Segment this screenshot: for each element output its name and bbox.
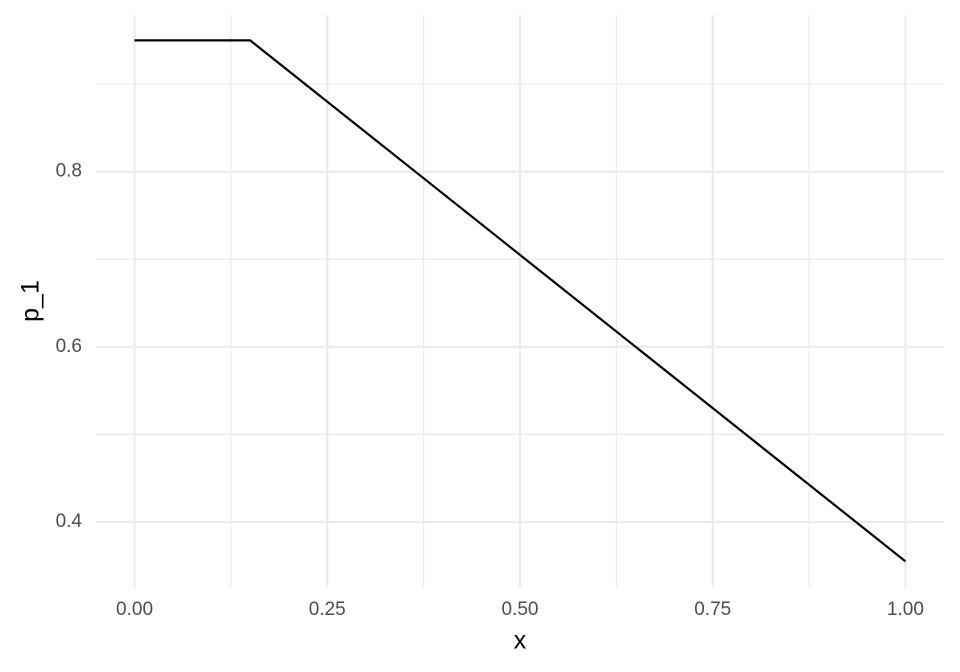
x-tick-label: 0.25 [309,599,346,620]
y-axis-title: p_1 [17,280,45,322]
y-tick-label: 0.6 [56,336,82,357]
y-tick-label: 0.8 [56,161,82,182]
x-tick-label: 0.00 [116,599,153,620]
x-tick-label: 1.00 [887,599,924,620]
y-tick-label: 0.4 [56,511,83,532]
x-tick-label: 0.75 [694,599,731,620]
x-axis-title: x [514,627,527,655]
line [134,39,907,563]
x-tick-label: 0.50 [502,599,539,620]
